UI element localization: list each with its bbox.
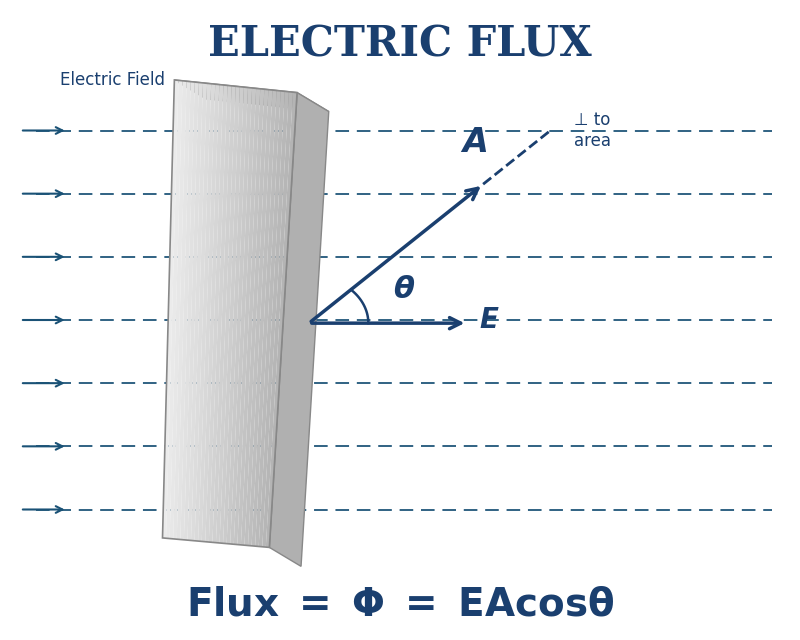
Text: E: E [479, 306, 498, 334]
Polygon shape [180, 82, 199, 540]
Polygon shape [212, 86, 236, 543]
Polygon shape [248, 90, 277, 546]
Polygon shape [262, 92, 293, 547]
Polygon shape [174, 80, 329, 111]
Polygon shape [230, 88, 256, 544]
Text: ⊥ to
area: ⊥ to area [574, 111, 611, 150]
Polygon shape [166, 81, 182, 538]
Polygon shape [173, 81, 190, 539]
Polygon shape [187, 83, 207, 540]
Polygon shape [245, 90, 273, 545]
Polygon shape [194, 84, 215, 541]
Polygon shape [202, 84, 223, 541]
Text: $\mathbf{Flux}\ \mathbf{=}\ \boldsymbol{\Phi}\ \mathbf{=}\ \mathit{\mathbf{EAcos: $\mathbf{Flux}\ \mathbf{=}\ \boldsymbol{… [186, 585, 614, 623]
Text: Electric Field: Electric Field [59, 71, 165, 89]
Text: A: A [462, 126, 488, 159]
Polygon shape [206, 85, 227, 542]
Text: θ: θ [394, 275, 414, 305]
Polygon shape [251, 90, 281, 546]
Polygon shape [270, 93, 329, 566]
Polygon shape [223, 87, 248, 543]
Polygon shape [266, 92, 297, 547]
Text: ELECTRIC FLUX: ELECTRIC FLUX [208, 23, 592, 65]
Polygon shape [184, 83, 203, 540]
Polygon shape [234, 88, 260, 545]
Polygon shape [198, 84, 219, 541]
Polygon shape [255, 91, 285, 547]
Polygon shape [226, 88, 252, 544]
Polygon shape [216, 86, 240, 543]
Polygon shape [162, 80, 178, 538]
Polygon shape [170, 81, 186, 539]
Polygon shape [238, 89, 264, 545]
Polygon shape [241, 89, 269, 545]
Polygon shape [209, 86, 232, 542]
Polygon shape [177, 82, 195, 540]
Polygon shape [258, 92, 289, 547]
Polygon shape [219, 86, 244, 543]
Polygon shape [191, 83, 211, 541]
